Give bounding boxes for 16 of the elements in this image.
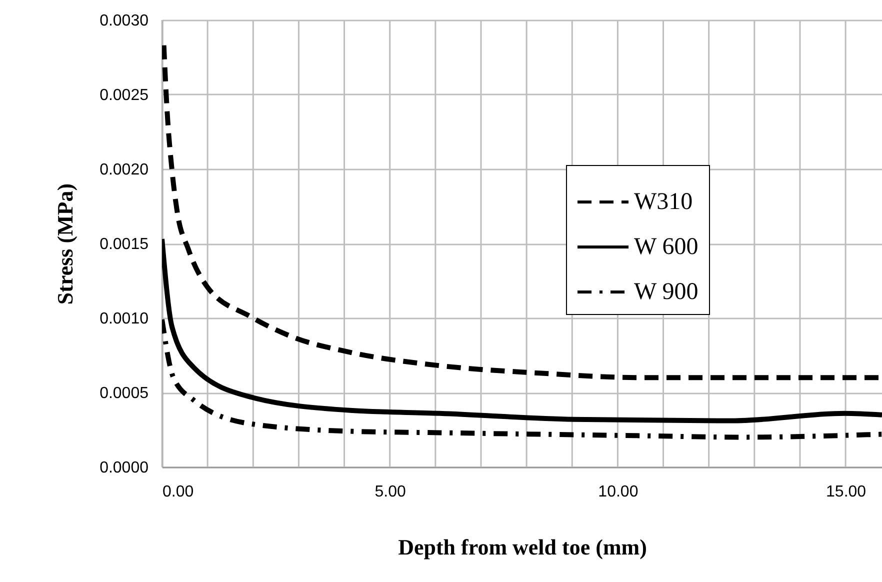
x-tick-label: 0.00 [162,484,194,500]
legend-label: W310 [634,189,693,215]
legend-label: W 600 [634,234,698,260]
x-tick-label: 15.00 [826,484,866,500]
y-tick-label: 0.0010 [100,310,149,328]
x-tick-label: 5.00 [374,484,406,500]
x-tick-label: 10.00 [598,484,638,500]
y-tick-label: 0.0015 [100,236,149,253]
x-axis-title: Depth from weld toe (mm) [398,534,647,560]
y-tick-label: 0.0025 [100,87,149,104]
legend-label: W 900 [634,279,698,305]
y-axis-title: Stress (MPa) [52,183,78,305]
y-tick-label: 0.0005 [100,385,149,402]
y-tick-label: 0.0030 [100,12,149,30]
y-tick-label: 0.0020 [100,162,149,178]
y-tick-label: 0.0000 [100,460,149,476]
